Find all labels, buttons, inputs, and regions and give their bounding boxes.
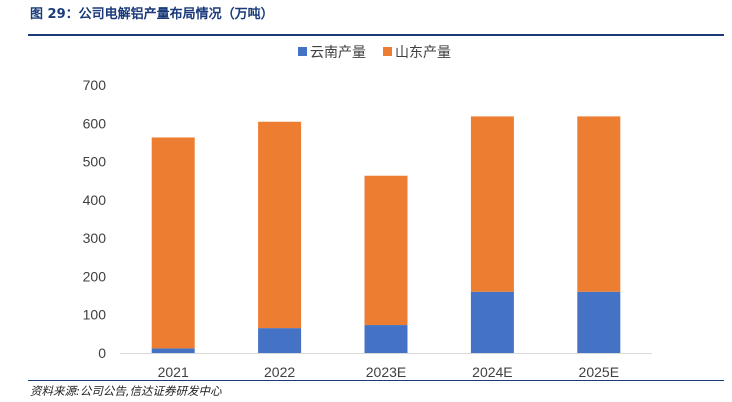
title-rule — [28, 34, 724, 36]
bar-yunnan-2024E — [470, 291, 514, 353]
bar-yunnan-2023E — [364, 325, 408, 353]
x-tick-label: 2022 — [264, 364, 295, 380]
bar-yunnan-2022 — [258, 328, 302, 353]
y-tick-label: 300 — [83, 230, 107, 246]
bars — [151, 116, 621, 353]
source-note: 资料来源:公司公告,信达证券研发中心 — [30, 384, 222, 398]
y-axis-ticks: 0 100 200 300 400 500 600 700 — [83, 77, 107, 361]
bar-yunnan-2021 — [151, 348, 195, 353]
figure-title: 图 29：公司电解铝产量布局情况（万吨） — [30, 7, 274, 22]
bar-shandong-2024E — [470, 116, 514, 292]
y-tick-label: 700 — [83, 77, 107, 93]
source-rule — [28, 380, 724, 381]
bar-shandong-2021 — [151, 137, 195, 349]
y-tick-label: 600 — [83, 115, 107, 131]
bar-shandong-2025E — [577, 116, 621, 292]
legend-label-yunnan: 云南产量 — [310, 45, 366, 61]
x-axis-ticks: 2021 2022 2023E 2024E 2025E — [158, 364, 619, 380]
y-tick-label: 100 — [83, 307, 107, 323]
y-tick-label: 200 — [83, 268, 107, 284]
bar-shandong-2022 — [258, 121, 302, 329]
legend-swatch-yunnan — [298, 47, 307, 56]
bar-shandong-2023E — [364, 175, 408, 326]
bar-yunnan-2025E — [577, 291, 621, 353]
y-tick-label: 0 — [98, 345, 106, 361]
x-tick-label: 2025E — [579, 364, 619, 380]
x-tick-label: 2023E — [366, 364, 406, 380]
legend-swatch-shandong — [383, 47, 392, 56]
legend-label-shandong: 山东产量 — [395, 45, 451, 61]
x-tick-label: 2021 — [158, 364, 189, 380]
legend: 云南产量 山东产量 — [298, 45, 451, 61]
x-tick-label: 2024E — [472, 364, 512, 380]
y-tick-label: 500 — [83, 154, 107, 170]
y-tick-label: 400 — [83, 192, 107, 208]
